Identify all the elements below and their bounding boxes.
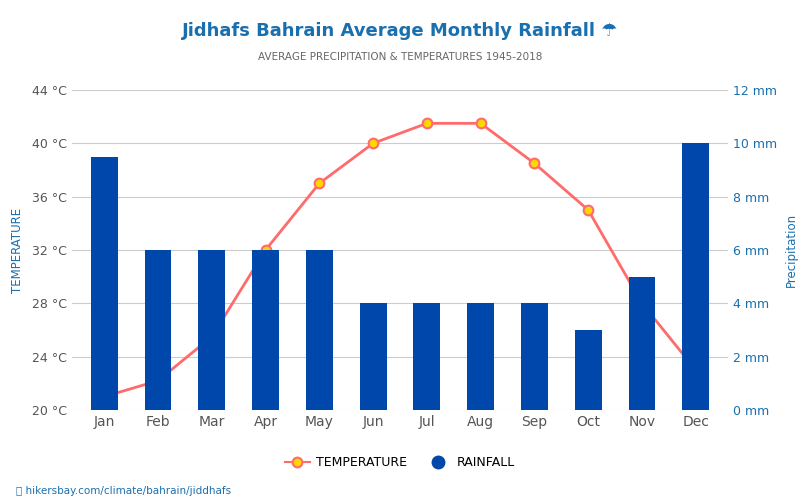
Bar — [574, 330, 602, 410]
Bar — [360, 304, 386, 410]
Bar — [306, 250, 333, 410]
Text: 📍 hikersbay.com/climate/bahrain/jiddhafs: 📍 hikersbay.com/climate/bahrain/jiddhafs — [16, 486, 231, 496]
Bar — [198, 250, 226, 410]
Bar — [145, 250, 171, 410]
Bar — [414, 304, 440, 410]
Bar — [682, 144, 709, 410]
Legend: TEMPERATURE, RAINFALL: TEMPERATURE, RAINFALL — [280, 451, 520, 474]
Text: Jidhafs Bahrain Average Monthly Rainfall ☂: Jidhafs Bahrain Average Monthly Rainfall… — [182, 22, 618, 40]
Bar — [521, 304, 548, 410]
Text: AVERAGE PRECIPITATION & TEMPERATURES 1945-2018: AVERAGE PRECIPITATION & TEMPERATURES 194… — [258, 52, 542, 62]
Y-axis label: Precipitation: Precipitation — [786, 213, 798, 287]
Bar — [467, 304, 494, 410]
Bar — [629, 276, 655, 410]
Bar — [252, 250, 279, 410]
Bar — [91, 156, 118, 410]
Y-axis label: TEMPERATURE: TEMPERATURE — [11, 208, 24, 292]
